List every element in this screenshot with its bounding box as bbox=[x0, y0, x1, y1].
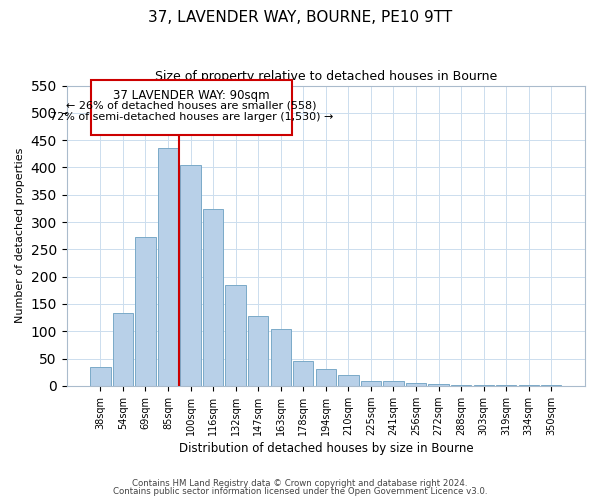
Bar bbox=[136, 238, 155, 386]
Y-axis label: Number of detached properties: Number of detached properties bbox=[15, 148, 25, 324]
Text: 72% of semi-detached houses are larger (1,530) →: 72% of semi-detached houses are larger (… bbox=[50, 112, 334, 122]
Bar bbox=[158, 148, 178, 386]
Bar bbox=[406, 383, 426, 386]
Bar bbox=[203, 210, 223, 386]
Text: 37, LAVENDER WAY, BOURNE, PE10 9TT: 37, LAVENDER WAY, BOURNE, PE10 9TT bbox=[148, 10, 452, 25]
Bar bbox=[338, 375, 359, 386]
Bar bbox=[181, 164, 200, 386]
FancyBboxPatch shape bbox=[91, 80, 292, 134]
Text: 37 LAVENDER WAY: 90sqm: 37 LAVENDER WAY: 90sqm bbox=[113, 90, 270, 102]
Bar bbox=[271, 329, 291, 386]
Bar bbox=[90, 366, 110, 386]
Bar bbox=[226, 286, 246, 386]
Bar bbox=[316, 370, 336, 386]
Bar bbox=[113, 313, 133, 386]
Bar bbox=[428, 384, 449, 386]
Bar bbox=[383, 382, 404, 386]
Bar bbox=[451, 384, 471, 386]
Bar bbox=[541, 384, 562, 386]
Title: Size of property relative to detached houses in Bourne: Size of property relative to detached ho… bbox=[155, 70, 497, 83]
Bar bbox=[293, 360, 313, 386]
Text: ← 26% of detached houses are smaller (558): ← 26% of detached houses are smaller (55… bbox=[67, 101, 317, 111]
Bar bbox=[361, 382, 381, 386]
Text: Contains HM Land Registry data © Crown copyright and database right 2024.: Contains HM Land Registry data © Crown c… bbox=[132, 478, 468, 488]
X-axis label: Distribution of detached houses by size in Bourne: Distribution of detached houses by size … bbox=[179, 442, 473, 455]
Text: Contains public sector information licensed under the Open Government Licence v3: Contains public sector information licen… bbox=[113, 487, 487, 496]
Bar bbox=[248, 316, 268, 386]
